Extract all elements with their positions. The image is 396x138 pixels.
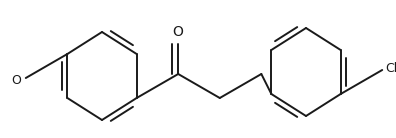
Text: Cl: Cl [385,62,396,75]
Text: O: O [172,25,183,39]
Text: O: O [11,74,21,87]
